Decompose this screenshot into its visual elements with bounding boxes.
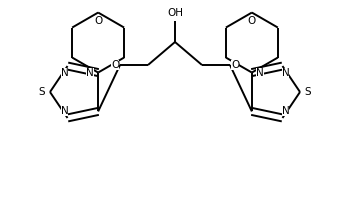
Text: O: O [94, 15, 102, 26]
Text: O: O [231, 60, 239, 70]
Text: O: O [248, 15, 256, 26]
Text: N: N [86, 68, 94, 77]
Text: N: N [256, 68, 264, 77]
Text: S: S [305, 87, 311, 97]
Text: OH: OH [167, 8, 183, 18]
Text: S: S [39, 87, 45, 97]
Text: N: N [282, 106, 289, 116]
Text: N: N [282, 68, 289, 78]
Text: N: N [61, 68, 68, 78]
Text: N: N [61, 106, 68, 116]
Text: O: O [111, 60, 119, 70]
